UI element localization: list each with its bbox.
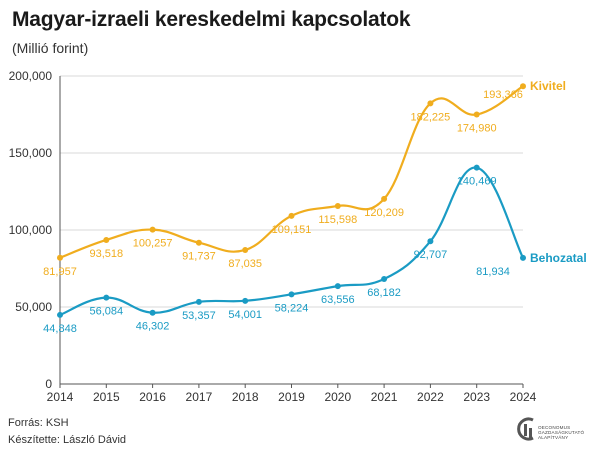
data-point bbox=[103, 236, 110, 243]
axes: 0 50,000 100,000 150,000 200,000 2014 2015 2016… bbox=[9, 69, 537, 404]
data-points bbox=[57, 83, 526, 318]
logo-text-line: GAZDASÁGKUTATÓ bbox=[538, 430, 585, 435]
data-label: 115,598 bbox=[318, 214, 357, 226]
data-point bbox=[149, 226, 156, 233]
data-label: 140,469 bbox=[457, 176, 497, 188]
data-label: 46,302 bbox=[136, 321, 170, 333]
x-tick-label: 2014 bbox=[47, 390, 74, 404]
x-tick-label: 2019 bbox=[278, 390, 305, 404]
data-point bbox=[149, 309, 156, 316]
y-tick-label: 50,000 bbox=[15, 300, 52, 314]
data-point bbox=[427, 238, 434, 245]
series-name-label: Kivitel bbox=[530, 79, 566, 93]
data-label: 193,366 bbox=[483, 89, 523, 101]
data-label: 100,257 bbox=[133, 238, 173, 250]
publisher-logo: OECONOMUS GAZDASÁGKUTATÓ ALAPÍTVÁNY bbox=[516, 416, 585, 446]
data-label: 58,224 bbox=[275, 302, 309, 314]
data-point bbox=[473, 111, 480, 118]
data-label: 56,084 bbox=[89, 306, 123, 318]
x-tick-label: 2018 bbox=[232, 390, 259, 404]
x-tick-label: 2016 bbox=[139, 390, 166, 404]
data-label: 182,225 bbox=[411, 111, 451, 123]
data-point bbox=[242, 246, 249, 253]
data-point bbox=[195, 298, 202, 305]
data-label: 44,848 bbox=[43, 323, 77, 335]
data-label: 54,001 bbox=[228, 309, 262, 321]
x-tick-label: 2022 bbox=[417, 390, 444, 404]
data-point bbox=[427, 100, 434, 107]
data-label: 68,182 bbox=[367, 287, 401, 299]
data-labels: 81,957 93,518 100,257 91,737 87,035 109,151 11… bbox=[43, 79, 587, 335]
y-tick-label: 150,000 bbox=[9, 146, 53, 160]
x-tick-label: 2015 bbox=[93, 390, 120, 404]
x-tick-label: 2023 bbox=[463, 390, 490, 404]
series-line-kivitel bbox=[58, 85, 525, 259]
data-point bbox=[334, 202, 341, 209]
author-note: Készítette: László Dávid bbox=[8, 434, 127, 446]
data-point bbox=[57, 254, 63, 261]
data-point bbox=[381, 195, 388, 202]
data-point bbox=[520, 254, 526, 261]
x-tick-label: 2017 bbox=[186, 390, 213, 404]
source-note: Forrás: KSH bbox=[8, 417, 69, 429]
data-point bbox=[334, 283, 341, 290]
data-point bbox=[473, 164, 480, 171]
data-label: 81,934 bbox=[476, 266, 510, 278]
y-tick-label: 100,000 bbox=[9, 223, 53, 237]
data-label: 92,707 bbox=[414, 249, 448, 261]
data-point bbox=[288, 291, 295, 298]
data-point bbox=[57, 311, 63, 318]
y-tick-label: 200,000 bbox=[9, 69, 53, 83]
data-label: 81,957 bbox=[43, 266, 77, 278]
logo-text-line: ALAPÍTVÁNY bbox=[538, 435, 569, 440]
data-point bbox=[103, 294, 110, 301]
data-label: 63,556 bbox=[321, 294, 355, 306]
data-label: 109,151 bbox=[272, 224, 312, 236]
gki-logo-icon bbox=[517, 417, 534, 441]
data-point bbox=[242, 297, 249, 304]
data-label: 174,980 bbox=[457, 123, 497, 135]
data-label: 93,518 bbox=[89, 248, 123, 260]
y-tick-label: 0 bbox=[45, 377, 52, 391]
data-label: 120,209 bbox=[364, 207, 404, 219]
series-name-label: Behozatal bbox=[530, 251, 587, 265]
chart-subtitle: (Millió forint) bbox=[12, 40, 89, 56]
x-tick-label: 2021 bbox=[371, 390, 398, 404]
x-tick-label: 2020 bbox=[324, 390, 351, 404]
chart-title: Magyar-izraeli kereskedelmi kapcsolatok bbox=[12, 8, 411, 31]
data-point bbox=[520, 83, 526, 90]
data-point bbox=[288, 212, 295, 219]
series-lines bbox=[58, 85, 525, 317]
data-label: 53,357 bbox=[182, 310, 216, 322]
logo-text-line: OECONOMUS bbox=[538, 425, 571, 430]
data-label: 87,035 bbox=[228, 258, 262, 270]
series-line-behozatal bbox=[58, 166, 525, 317]
data-label: 91,737 bbox=[182, 251, 216, 263]
x-tick-label: 2024 bbox=[510, 390, 537, 404]
data-point bbox=[381, 275, 388, 282]
data-point bbox=[195, 239, 202, 246]
